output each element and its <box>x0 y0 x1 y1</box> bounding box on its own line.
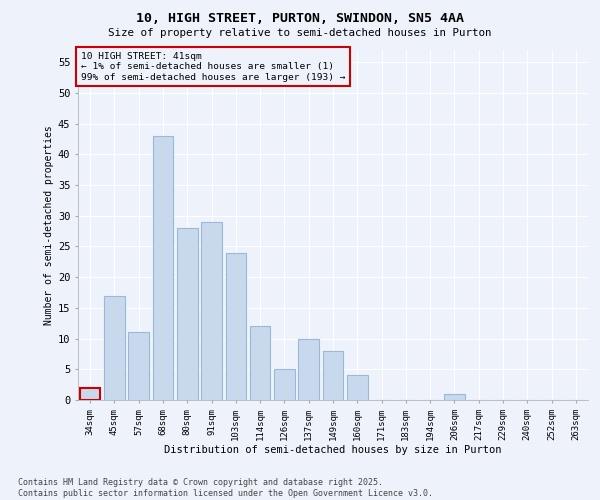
Text: Contains HM Land Registry data © Crown copyright and database right 2025.
Contai: Contains HM Land Registry data © Crown c… <box>18 478 433 498</box>
X-axis label: Distribution of semi-detached houses by size in Purton: Distribution of semi-detached houses by … <box>164 446 502 456</box>
Y-axis label: Number of semi-detached properties: Number of semi-detached properties <box>44 125 53 325</box>
Bar <box>274 370 295 400</box>
Bar <box>104 296 125 400</box>
Bar <box>201 222 222 400</box>
Bar <box>80 388 100 400</box>
Bar <box>177 228 197 400</box>
Bar <box>226 252 246 400</box>
Text: 10, HIGH STREET, PURTON, SWINDON, SN5 4AA: 10, HIGH STREET, PURTON, SWINDON, SN5 4A… <box>136 12 464 26</box>
Bar <box>347 376 368 400</box>
Bar <box>128 332 149 400</box>
Text: 10 HIGH STREET: 41sqm
← 1% of semi-detached houses are smaller (1)
99% of semi-d: 10 HIGH STREET: 41sqm ← 1% of semi-detac… <box>80 52 345 82</box>
Bar <box>152 136 173 400</box>
Bar <box>323 351 343 400</box>
Bar <box>444 394 465 400</box>
Text: Size of property relative to semi-detached houses in Purton: Size of property relative to semi-detach… <box>108 28 492 38</box>
Bar <box>250 326 271 400</box>
Bar <box>298 338 319 400</box>
